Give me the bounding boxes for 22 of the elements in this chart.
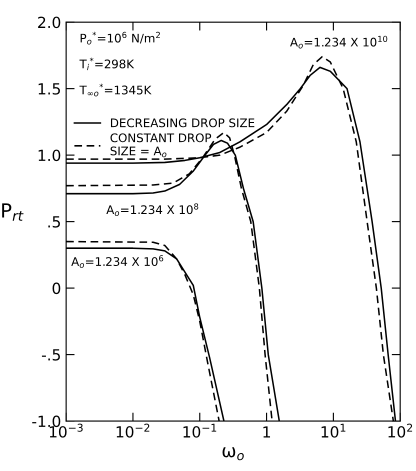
x-tick-label: 10$^{−1}$ <box>183 424 216 438</box>
legend-label: CONSTANT DROP SIZE = A$_{o}$ <box>110 133 212 158</box>
annotation: A$_{o}$=1.234 X 10$^{10}$ <box>290 36 388 48</box>
y-tick-label: 1.0 <box>38 150 60 162</box>
annotation: T$_{i}$$^{*}$=298K <box>79 58 134 70</box>
annotation: A$_{o}$=1.234 X 10$^{8}$ <box>106 203 198 216</box>
annotation: P$_{o}$$^{*}$=10$^{6}$ N/m$^{2}$ <box>80 32 160 44</box>
x-tick-label: 10$^{2}$ <box>388 424 412 438</box>
x-tick-label: 1 <box>263 426 270 438</box>
legend-label: DECREASING DROP SIZE <box>110 118 254 128</box>
y-tick-label: 1.5 <box>38 83 60 95</box>
annotation: T$_{∞o}$$^{*}$=1345K <box>79 84 152 96</box>
annotation: A$_{o}$=1.234 X 10$^{6}$ <box>71 255 164 268</box>
y-tick-label: -.5 <box>42 349 60 361</box>
y-tick-label: 0 <box>52 282 60 294</box>
x-tick-label: 10$^{−2}$ <box>116 424 150 438</box>
x-tick-label: 10$^{1}$ <box>322 424 346 438</box>
x-axis-title: ω$_{o}$ <box>222 447 244 460</box>
y-tick-label: -1.0 <box>32 416 60 428</box>
y-tick-label: .5 <box>48 216 60 228</box>
y-axis-title: P$_{rt}$ <box>2 203 24 221</box>
y-tick-label: 2.0 <box>38 16 60 28</box>
